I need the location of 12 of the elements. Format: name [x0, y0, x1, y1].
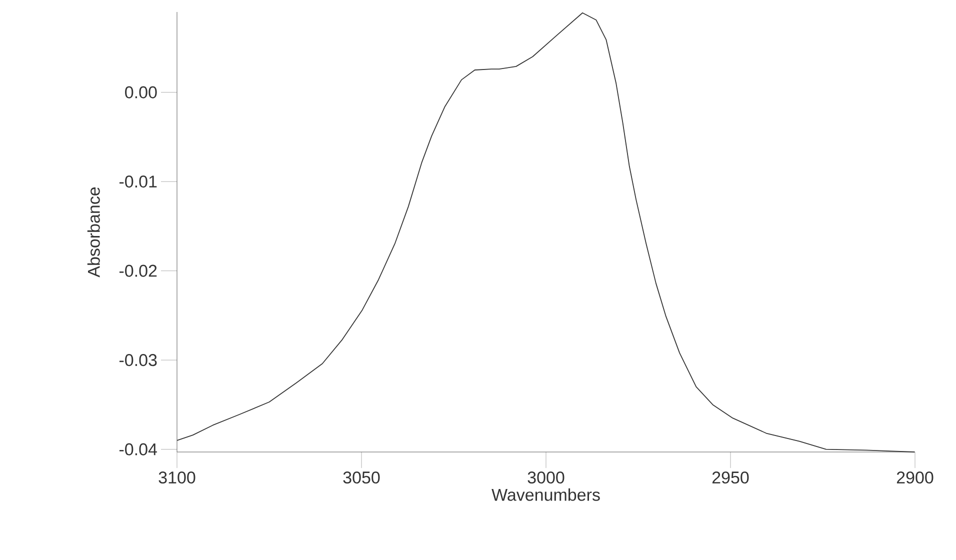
- y-axis-title: Absorbance: [87, 187, 100, 278]
- x-axis-title: Wavenumbers: [492, 488, 600, 501]
- y-tick-label: 0.00: [125, 86, 157, 98]
- y-tick-label: -0.02: [119, 264, 157, 277]
- x-tick-label: 3100: [158, 472, 196, 484]
- x-tick-label: 3000: [528, 472, 564, 484]
- x-tick-label: 2900: [896, 472, 934, 484]
- y-tick-label: -0.03: [119, 354, 157, 366]
- x-tick-label: 2950: [712, 472, 749, 484]
- y-tick-label: -0.01: [119, 176, 157, 188]
- y-tick-label: -0.04: [119, 443, 157, 456]
- x-tick-label: 3050: [343, 472, 380, 484]
